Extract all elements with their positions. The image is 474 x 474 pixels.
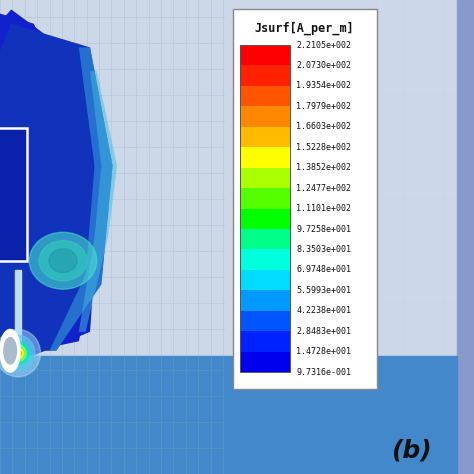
Ellipse shape: [16, 351, 20, 355]
Bar: [240, 45, 290, 372]
Text: 2.2105e+002: 2.2105e+002: [296, 41, 351, 49]
Text: Jsurf[A_per_m]: Jsurf[A_per_m]: [255, 21, 355, 35]
Bar: [240, 106, 290, 127]
Text: (b): (b): [392, 438, 432, 462]
Polygon shape: [50, 47, 113, 351]
Polygon shape: [0, 9, 108, 356]
Text: 1.3852e+002: 1.3852e+002: [296, 163, 351, 172]
Circle shape: [0, 329, 20, 372]
Text: 1.2477e+002: 1.2477e+002: [296, 183, 351, 192]
Bar: [240, 249, 290, 270]
Bar: [0, 356, 225, 474]
Bar: [240, 45, 290, 65]
Bar: [233, 9, 377, 389]
Ellipse shape: [0, 329, 40, 377]
Ellipse shape: [15, 350, 21, 356]
Text: 9.7258e+001: 9.7258e+001: [296, 225, 351, 234]
Ellipse shape: [1, 336, 35, 371]
Text: 1.6603e+002: 1.6603e+002: [296, 122, 351, 131]
Ellipse shape: [13, 348, 23, 358]
Bar: [240, 209, 290, 229]
Ellipse shape: [7, 341, 29, 365]
Bar: [240, 188, 290, 209]
Bar: [240, 229, 290, 249]
Bar: [240, 270, 290, 290]
Bar: [240, 311, 290, 331]
Text: 1.4728e+001: 1.4728e+001: [296, 347, 351, 356]
Bar: [0, 128, 27, 261]
Ellipse shape: [29, 232, 97, 289]
Text: 5.5993e+001: 5.5993e+001: [296, 286, 351, 295]
Text: 1.5228e+002: 1.5228e+002: [296, 143, 351, 152]
Ellipse shape: [10, 345, 26, 361]
Polygon shape: [0, 24, 113, 351]
Text: 6.9748e+001: 6.9748e+001: [296, 265, 351, 274]
Polygon shape: [79, 71, 117, 332]
Bar: [456, 0, 474, 474]
Text: 4.2238e+001: 4.2238e+001: [296, 306, 351, 315]
Circle shape: [4, 337, 17, 364]
Bar: [240, 65, 290, 86]
Bar: [240, 331, 290, 352]
Ellipse shape: [49, 249, 77, 273]
Text: 9.7316e-001: 9.7316e-001: [296, 368, 351, 376]
Bar: [15, 270, 21, 356]
Bar: [240, 352, 290, 372]
Bar: [240, 290, 290, 311]
Bar: [240, 168, 290, 188]
Ellipse shape: [39, 241, 87, 281]
Bar: [225, 356, 456, 474]
Text: 2.0730e+002: 2.0730e+002: [296, 61, 351, 70]
Text: 2.8483e+001: 2.8483e+001: [296, 327, 351, 336]
Text: 8.3503e+001: 8.3503e+001: [296, 245, 351, 254]
Polygon shape: [0, 0, 101, 356]
Text: 1.1101e+002: 1.1101e+002: [296, 204, 351, 213]
Bar: [240, 127, 290, 147]
Bar: [240, 86, 290, 106]
Text: 1.7979e+002: 1.7979e+002: [296, 102, 351, 111]
Bar: [240, 147, 290, 168]
Text: 1.9354e+002: 1.9354e+002: [296, 82, 351, 91]
